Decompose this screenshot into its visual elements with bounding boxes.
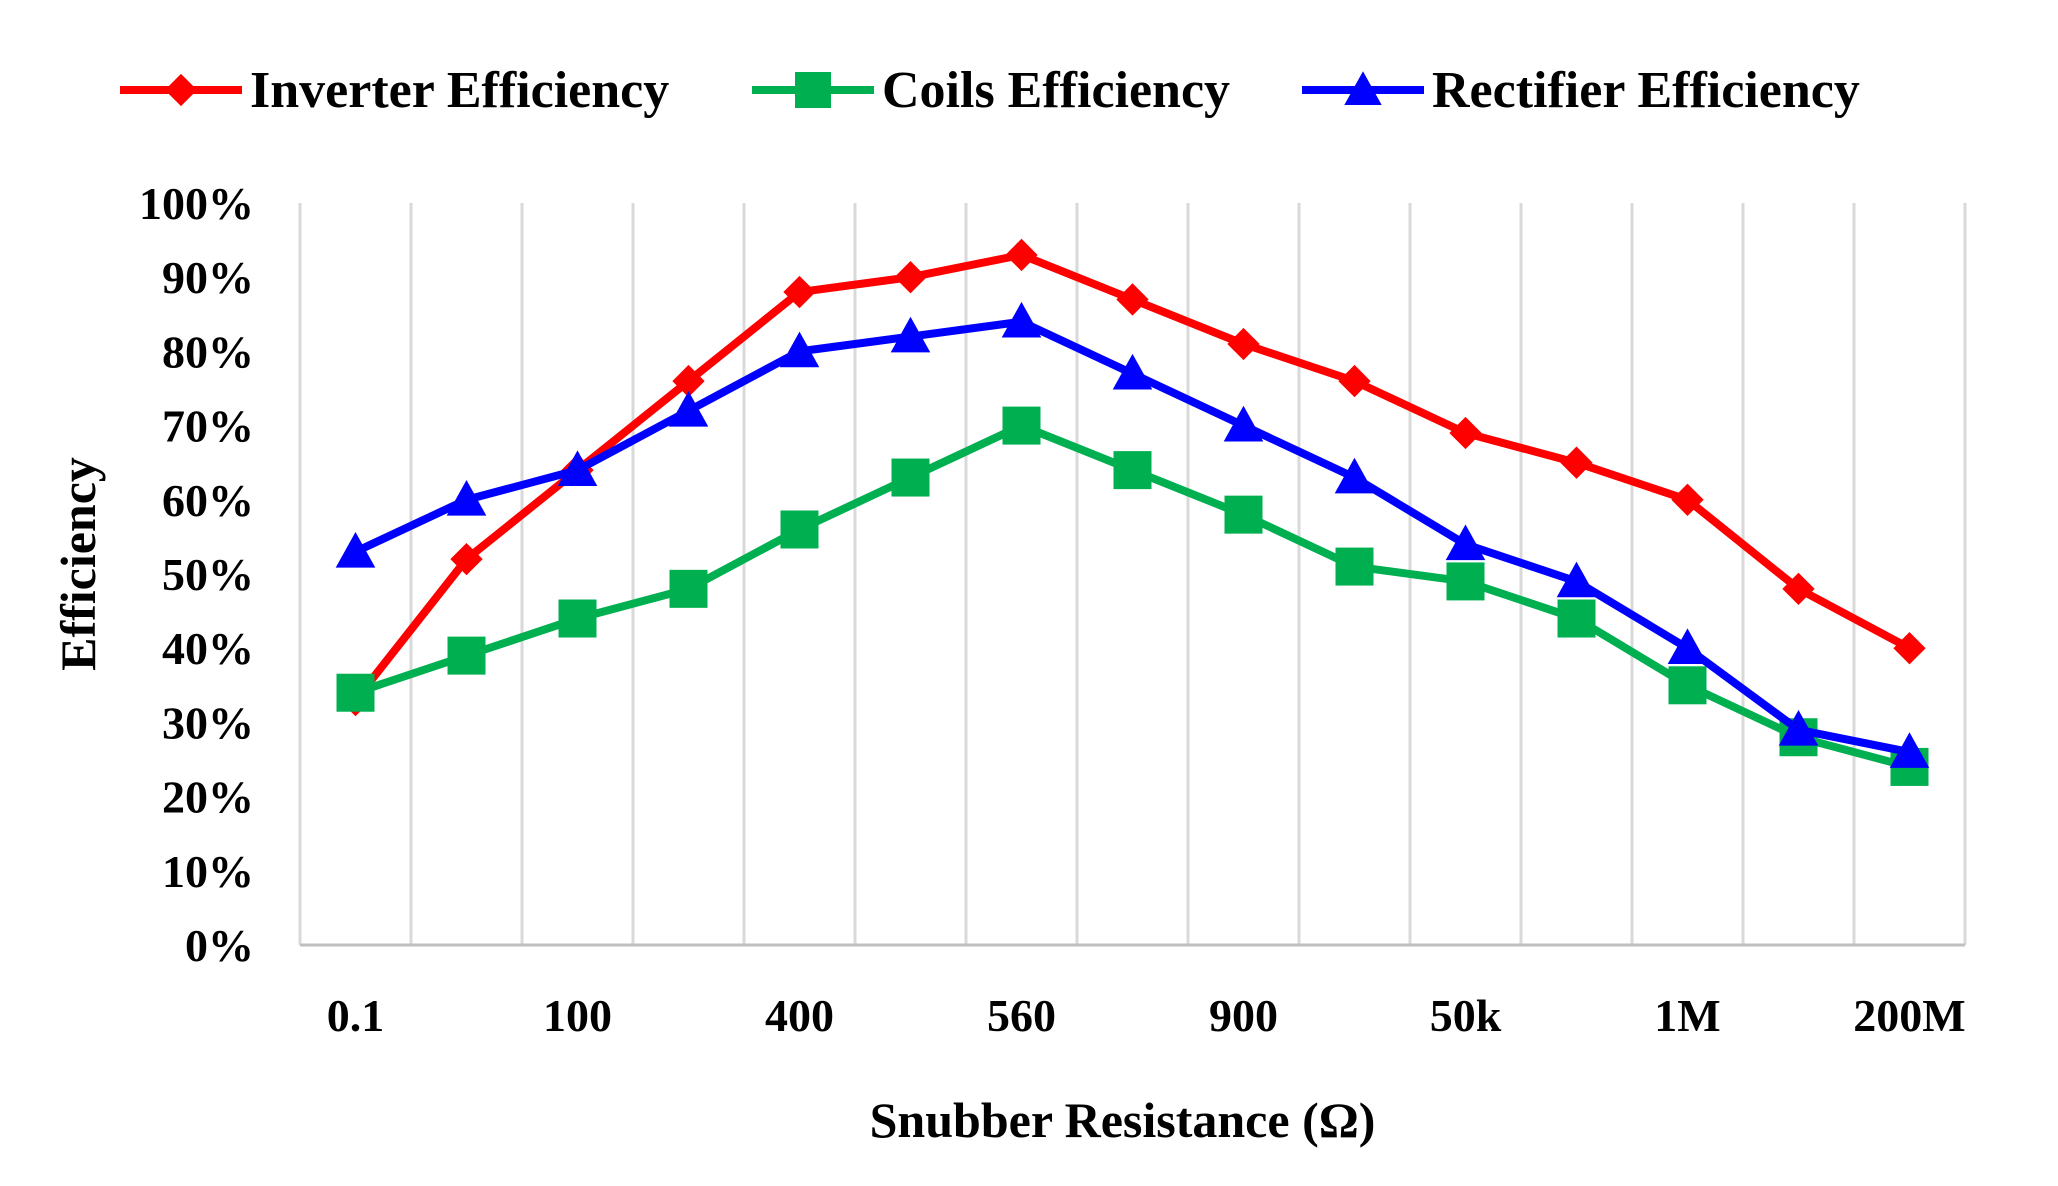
legend-label: Inverter Efficiency — [250, 62, 669, 119]
square-marker — [669, 569, 708, 608]
diamond-marker — [672, 364, 705, 398]
square-marker — [336, 673, 375, 712]
triangle-marker — [1223, 405, 1264, 442]
x-tick-label: 560 — [987, 990, 1056, 1041]
y-tick-label: 10% — [162, 846, 254, 897]
y-tick-label: 70% — [162, 401, 254, 452]
legend-item: Coils Efficiency — [752, 62, 1230, 119]
triangle-marker — [1334, 457, 1375, 494]
legend-item: Rectifier Efficiency — [1302, 62, 1860, 119]
triangle-marker — [779, 331, 820, 368]
x-axis-title: Snubber Resistance (Ω) — [870, 1092, 1376, 1148]
diamond-marker — [1560, 446, 1593, 479]
x-tick-label: 1M — [1654, 990, 1720, 1041]
diamond-marker — [1338, 364, 1371, 398]
diamond-marker — [1893, 632, 1926, 665]
square-marker — [558, 599, 597, 638]
x-tick-label: 100 — [543, 990, 612, 1041]
x-axis-ticks: 0.1 100 400 560 900 50k 1M 200M — [327, 990, 1966, 1041]
y-tick-label: 0% — [185, 920, 254, 971]
triangle-marker — [557, 450, 598, 486]
x-tick-label: 50k — [1430, 990, 1502, 1041]
triangle-marker — [890, 316, 931, 353]
diamond-marker — [894, 261, 927, 294]
legend-label: Rectifier Efficiency — [1432, 62, 1860, 119]
square-marker — [1002, 406, 1041, 445]
square-marker — [1668, 666, 1707, 705]
y-axis-ticks: 0% 10% 20% 30% 40% 50% 60% 70% 80% 90% 100% — [139, 178, 254, 971]
y-axis-title: Efficiency — [50, 457, 106, 671]
series-group — [335, 238, 1930, 786]
y-tick-label: 40% — [162, 623, 254, 674]
series-inverter-efficiency — [339, 238, 1926, 717]
y-tick-label: 30% — [162, 697, 254, 748]
diamond-marker — [1116, 283, 1149, 316]
square-marker — [1557, 599, 1596, 638]
diamond-marker — [783, 275, 816, 309]
square-marker — [447, 636, 486, 675]
legend-label: Coils Efficiency — [882, 62, 1230, 119]
diamond-marker — [1671, 483, 1704, 516]
triangle-marker — [1001, 301, 1042, 338]
triangle-marker — [335, 531, 376, 568]
y-tick-label: 90% — [162, 252, 254, 303]
diamond-marker — [1227, 327, 1260, 361]
x-tick-label: 900 — [1209, 990, 1278, 1041]
square-marker — [1446, 562, 1485, 601]
legend-item: Inverter Efficiency — [120, 62, 669, 119]
diamond-marker — [1782, 572, 1815, 605]
x-tick-label: 200M — [1853, 990, 1965, 1041]
triangle-marker — [446, 480, 487, 516]
x-tick-label: 400 — [765, 990, 834, 1041]
square-marker — [1335, 547, 1374, 586]
triangle-marker — [1445, 524, 1486, 561]
y-tick-label: 80% — [162, 326, 254, 377]
diamond-marker — [1449, 416, 1482, 450]
triangle-marker — [1556, 561, 1597, 598]
triangle-marker — [1112, 353, 1153, 390]
y-tick-label: 100% — [139, 178, 254, 229]
y-tick-label: 20% — [162, 772, 254, 823]
square-marker — [780, 510, 819, 549]
triangle-marker — [1778, 710, 1819, 746]
square-marker — [1113, 451, 1152, 490]
series-rectifier-efficiency — [335, 301, 1930, 768]
triangle-marker — [1344, 71, 1382, 105]
square-marker — [891, 458, 930, 497]
triangle-marker — [668, 390, 709, 427]
diamond-marker — [1005, 238, 1038, 272]
x-tick-label: 0.1 — [327, 990, 385, 1041]
triangle-marker — [1889, 732, 1930, 768]
diamond-marker — [450, 543, 483, 576]
diamond-marker — [164, 73, 198, 107]
gridlines — [298, 203, 1967, 945]
triangle-marker — [1667, 628, 1708, 665]
square-marker — [1224, 495, 1263, 534]
legend: Inverter Efficiency Coils Efficiency Recti… — [120, 62, 1860, 119]
square-marker — [795, 72, 831, 108]
y-tick-label: 50% — [162, 549, 254, 600]
y-tick-label: 60% — [162, 475, 254, 526]
